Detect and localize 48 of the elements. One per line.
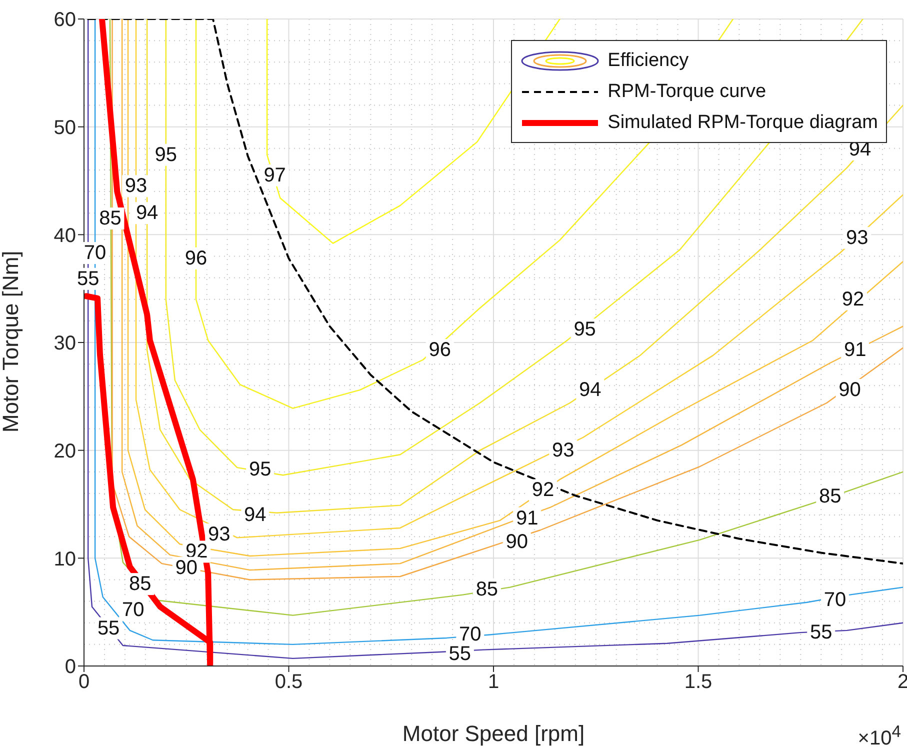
y-tick-label: 40 <box>54 224 76 247</box>
annotation: 55 <box>76 268 100 290</box>
annotation: 94 <box>136 202 158 224</box>
annotation: 92 <box>842 288 864 310</box>
y-tick-label: 30 <box>54 332 76 355</box>
legend-label: RPM-Torque curve <box>608 80 766 102</box>
annotation: 55 <box>97 617 120 640</box>
x-tick-label: 0.5 <box>274 671 303 694</box>
annotation: 95 <box>154 144 178 166</box>
annotation: 70 <box>459 624 482 646</box>
annotation: 90 <box>506 530 528 553</box>
y-tick-label: 50 <box>54 116 76 139</box>
annotation: 85 <box>99 207 122 230</box>
legend-label: Simulated RPM-Torque diagram <box>608 112 878 134</box>
annotation: 85 <box>128 573 152 596</box>
annotation: 93 <box>124 175 148 198</box>
x-tick-label: 0 <box>78 671 90 694</box>
annotation: 96 <box>428 339 451 362</box>
annotation: 92 <box>532 479 554 502</box>
annotation: 95 <box>248 458 272 481</box>
annotation: 85 <box>818 486 842 508</box>
annotation: 96 <box>184 247 208 270</box>
y-tick-label: 60 <box>54 9 76 32</box>
x-axis-title: Motor Speed [rpm] <box>402 721 585 746</box>
y-tick-label: 20 <box>54 440 76 462</box>
annotation: 93 <box>552 439 574 462</box>
y-axis-title: Motor Torque [Nm] <box>0 250 23 432</box>
annotation: 90 <box>838 378 861 401</box>
annotation: 55 <box>448 643 472 666</box>
annotation: 70 <box>122 598 144 621</box>
text: ×10$^{4}$ <box>858 722 901 747</box>
annotation: 91 <box>516 507 538 530</box>
legend-label: Efficiency <box>608 50 689 72</box>
annotation: 93 <box>846 226 868 249</box>
x-tick-label: 1.5 <box>684 671 712 694</box>
annotation: 70 <box>84 242 106 264</box>
annotation: 70 <box>824 589 846 612</box>
annotation: 91 <box>844 339 866 362</box>
x-tick-label: 1 <box>488 671 500 694</box>
annotation: 93 <box>208 523 230 546</box>
y-tick-label: 0 <box>64 656 76 678</box>
annotation: 85 <box>476 578 498 600</box>
annotation: 94 <box>244 504 266 526</box>
annotation: 55 <box>810 622 832 644</box>
annotation: 95 <box>574 318 596 341</box>
y-tick-label: 10 <box>54 548 76 570</box>
annotation: 97 <box>264 164 286 186</box>
annotation: 94 <box>579 378 602 401</box>
